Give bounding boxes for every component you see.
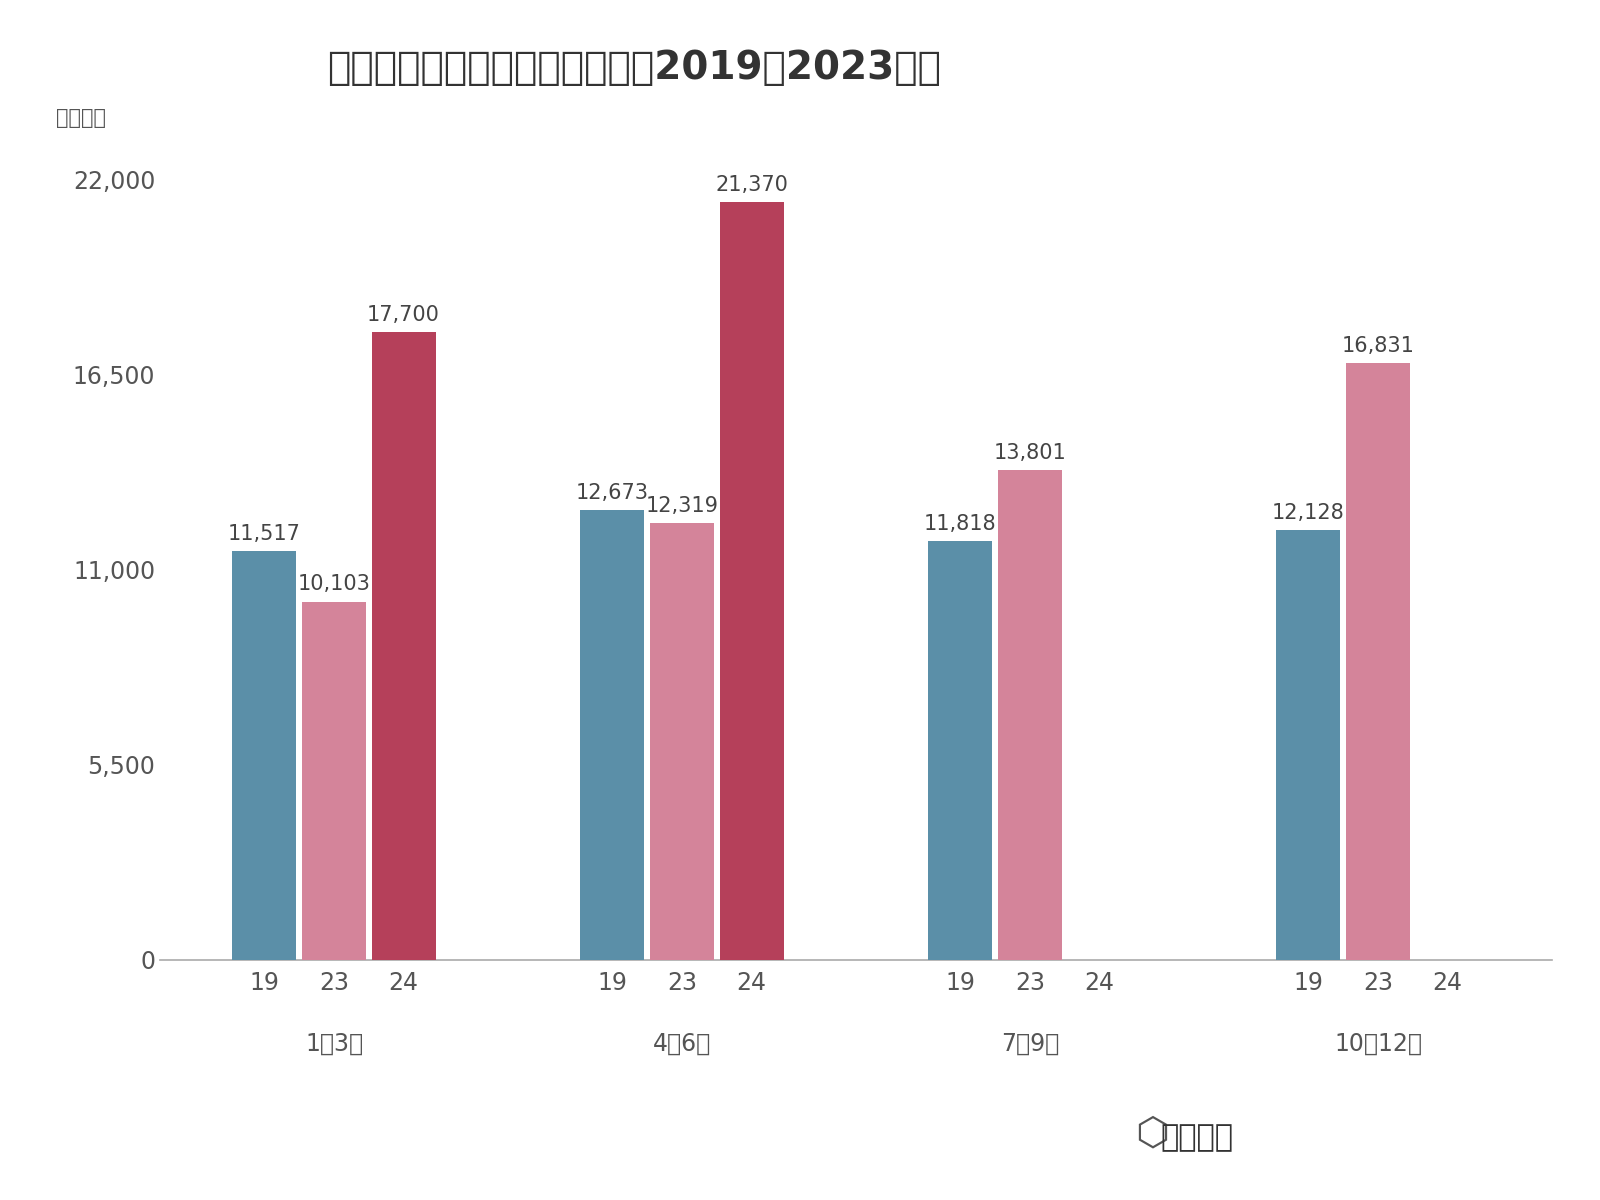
Text: 訪日ラボ: 訪日ラボ — [1160, 1123, 1234, 1152]
Bar — [232, 551, 296, 960]
Text: 1〜3月: 1〜3月 — [306, 1032, 363, 1056]
Bar — [1277, 529, 1341, 960]
Bar — [581, 510, 645, 960]
Text: 12,319: 12,319 — [645, 496, 718, 516]
Text: 13,801: 13,801 — [994, 443, 1066, 463]
Text: 17,700: 17,700 — [366, 305, 440, 325]
Text: 4〜6月: 4〜6月 — [653, 1032, 710, 1056]
Text: ⬡: ⬡ — [1134, 1114, 1170, 1152]
Text: （億円）: （億円） — [56, 108, 106, 127]
Text: 訪日外国人消費額の年間推移　2019・2023年比: 訪日外国人消費額の年間推移 2019・2023年比 — [326, 49, 941, 86]
Text: 21,370: 21,370 — [715, 175, 789, 194]
Text: 10〜12月: 10〜12月 — [1334, 1032, 1422, 1056]
Bar — [1346, 362, 1410, 960]
Text: 16,831: 16,831 — [1341, 336, 1414, 355]
Bar — [371, 332, 435, 960]
Text: 10,103: 10,103 — [298, 575, 371, 594]
Text: 11,818: 11,818 — [925, 514, 997, 534]
Text: 12,128: 12,128 — [1272, 503, 1344, 523]
Bar — [928, 541, 992, 960]
Bar — [650, 523, 714, 960]
Bar — [302, 601, 366, 960]
Bar — [998, 470, 1062, 960]
Bar — [720, 202, 784, 960]
Text: 7〜9月: 7〜9月 — [1002, 1032, 1059, 1056]
Text: 12,673: 12,673 — [576, 484, 650, 503]
Text: 11,517: 11,517 — [227, 524, 301, 545]
